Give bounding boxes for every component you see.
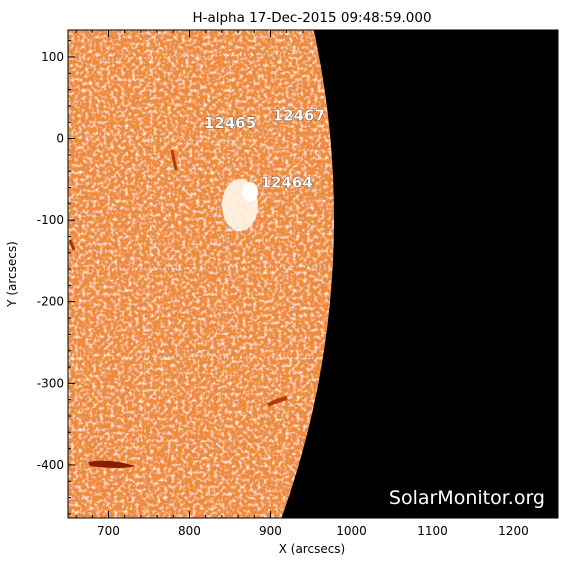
longitude-line: [129, 30, 152, 518]
image-area: [68, 30, 558, 518]
longitude-line: [279, 30, 295, 518]
heliographic-grid: [68, 30, 334, 518]
chromosphere-texture: [68, 30, 334, 518]
active-region-label: 12464: [261, 173, 313, 191]
y-axis-title: Y (arcsecs): [5, 241, 19, 308]
plot-title: H-alpha 17-Dec-2015 09:48:59.000: [192, 10, 431, 26]
y-tick-label: -100: [37, 213, 64, 227]
x-axis: 700 800 900 1000 1100 1200: [75, 30, 547, 538]
filament-north: [170, 149, 178, 171]
x-tick-label: 800: [178, 524, 201, 538]
y-tick-label: -300: [37, 376, 64, 390]
y-tick-label: 100: [41, 50, 64, 64]
active-region-label: 12465: [204, 114, 256, 132]
solar-disk: [68, 30, 334, 518]
longitude-line: [211, 30, 230, 518]
filament-edge: [68, 239, 76, 251]
active-region-labels: 12465 12467 12464: [204, 106, 326, 192]
filament-limb: [267, 396, 288, 407]
x-tick-label: 1200: [498, 524, 529, 538]
plot-frame: [67, 29, 559, 519]
watermark: SolarMonitor.org: [389, 487, 545, 509]
filament-south: [88, 460, 135, 468]
y-tick-label: -200: [37, 295, 64, 309]
x-tick-label: 1100: [417, 524, 448, 538]
x-tick-label: 900: [259, 524, 282, 538]
plage-core: [242, 182, 258, 202]
x-tick-label: 700: [97, 524, 120, 538]
y-tick-label: -400: [37, 458, 64, 472]
x-axis-title: X (arcsecs): [279, 542, 346, 556]
y-tick-label: 0: [56, 132, 64, 146]
active-region-label: 12467: [273, 107, 325, 125]
y-axis: 100 0 -100 -200 -300 -400: [37, 40, 558, 515]
x-tick-label: 1000: [336, 524, 367, 538]
